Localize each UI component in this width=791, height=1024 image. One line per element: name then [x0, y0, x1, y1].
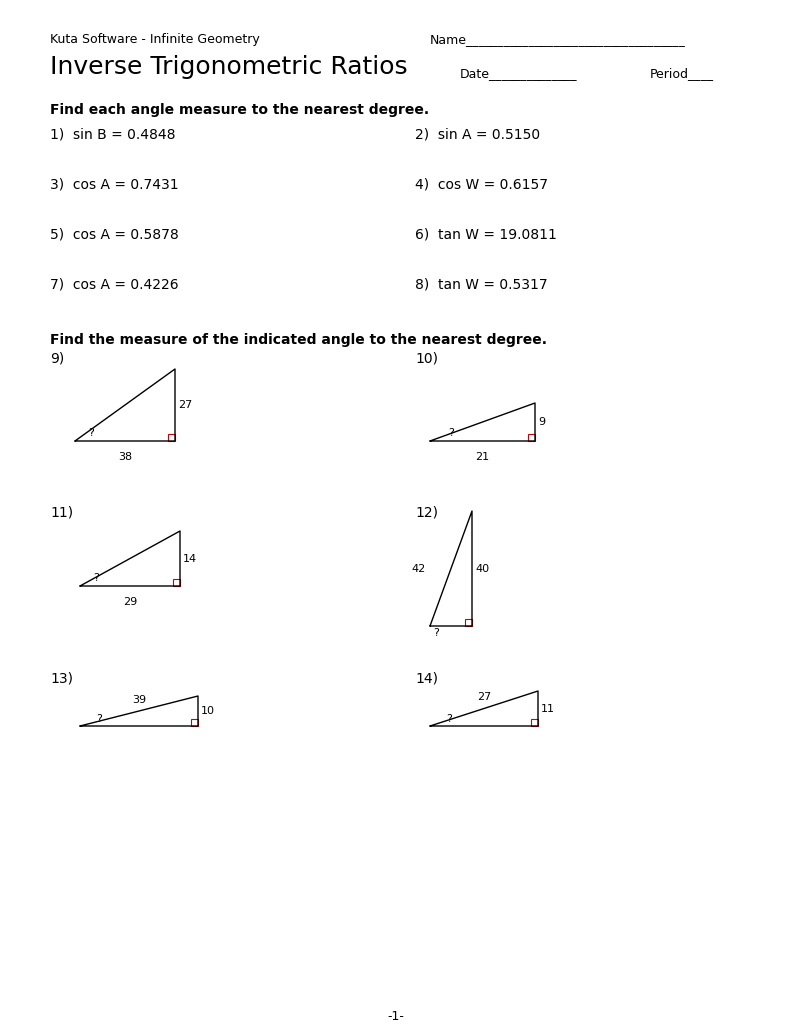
Text: 10: 10	[201, 706, 215, 716]
Text: 27: 27	[178, 400, 192, 410]
Text: 39: 39	[132, 695, 146, 705]
Text: 42: 42	[412, 563, 426, 573]
Bar	[528, 434, 535, 441]
Text: 3)  cos A = 0.7431: 3) cos A = 0.7431	[50, 178, 179, 193]
Text: 11: 11	[541, 703, 555, 714]
Bar	[168, 434, 175, 441]
Text: 4)  cos W = 0.6157: 4) cos W = 0.6157	[415, 178, 548, 193]
Text: 9: 9	[538, 417, 545, 427]
Text: 14: 14	[183, 554, 197, 563]
Text: 8)  tan W = 0.5317: 8) tan W = 0.5317	[415, 278, 547, 292]
Text: 2)  sin A = 0.5150: 2) sin A = 0.5150	[415, 128, 540, 142]
Text: ?: ?	[93, 573, 99, 583]
Text: -1-: -1-	[387, 1010, 404, 1023]
Text: Date______________: Date______________	[460, 67, 577, 80]
Text: ?: ?	[446, 714, 452, 724]
Text: 13): 13)	[50, 671, 73, 685]
Text: 7)  cos A = 0.4226: 7) cos A = 0.4226	[50, 278, 179, 292]
Text: ?: ?	[96, 714, 102, 724]
Text: 1)  sin B = 0.4848: 1) sin B = 0.4848	[50, 128, 176, 142]
Text: Inverse Trigonometric Ratios: Inverse Trigonometric Ratios	[50, 55, 407, 79]
Text: 21: 21	[475, 452, 490, 462]
Bar	[191, 719, 198, 726]
Text: 38: 38	[118, 452, 132, 462]
Text: Find the measure of the indicated angle to the nearest degree.: Find the measure of the indicated angle …	[50, 333, 547, 347]
Text: Kuta Software - Infinite Geometry: Kuta Software - Infinite Geometry	[50, 33, 259, 46]
Text: ?: ?	[448, 428, 454, 438]
Text: ?: ?	[433, 628, 439, 638]
Text: 12): 12)	[415, 506, 438, 520]
Text: Name___________________________________: Name___________________________________	[430, 33, 686, 46]
Text: Period____: Period____	[650, 67, 714, 80]
Text: 40: 40	[475, 563, 489, 573]
Text: Find each angle measure to the nearest degree.: Find each angle measure to the nearest d…	[50, 103, 430, 117]
Text: 29: 29	[123, 597, 137, 607]
Text: 27: 27	[477, 692, 491, 702]
Text: 6)  tan W = 19.0811: 6) tan W = 19.0811	[415, 228, 557, 242]
Text: 9): 9)	[50, 351, 64, 365]
Text: 14): 14)	[415, 671, 438, 685]
Bar	[531, 719, 538, 726]
Text: 5)  cos A = 0.5878: 5) cos A = 0.5878	[50, 228, 179, 242]
Text: 11): 11)	[50, 506, 73, 520]
Bar	[465, 618, 472, 626]
Text: ?: ?	[88, 428, 94, 438]
Text: 10): 10)	[415, 351, 438, 365]
Bar	[173, 579, 180, 586]
